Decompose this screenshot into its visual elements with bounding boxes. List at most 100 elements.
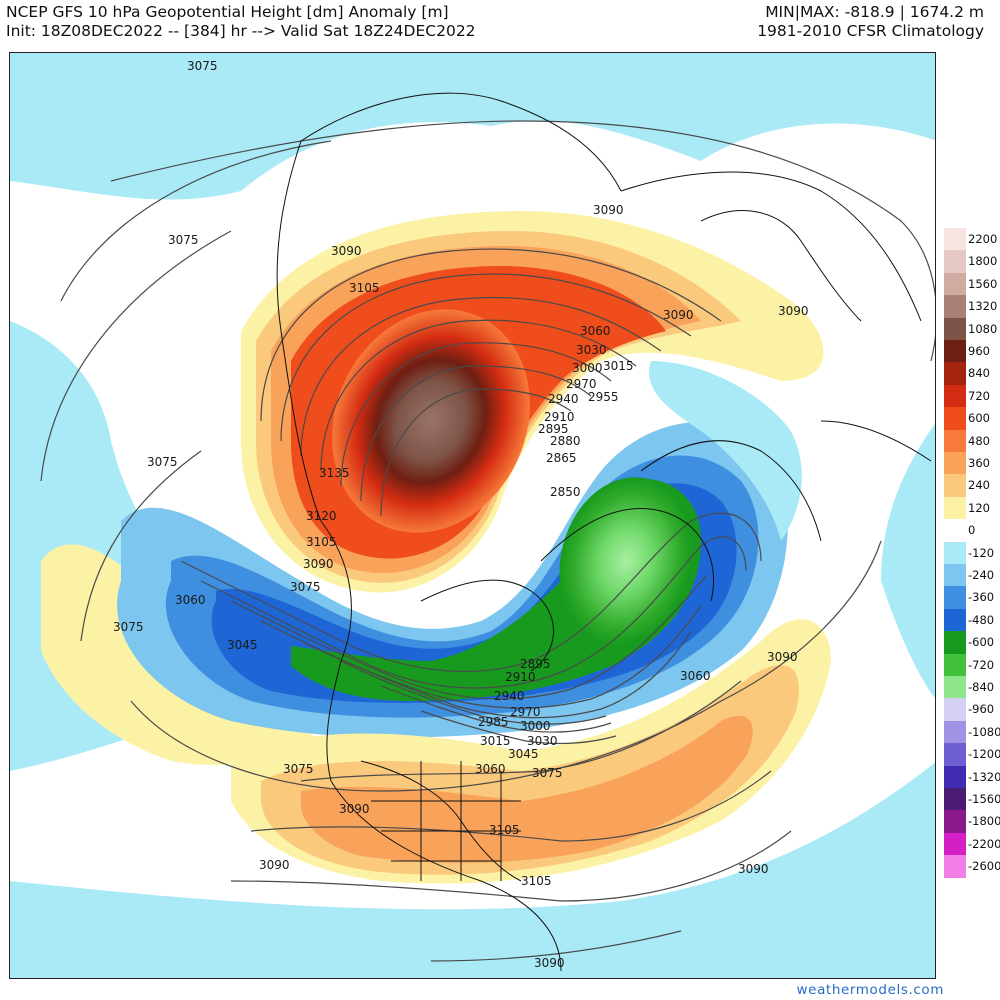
colorbar-label: -720 [968,657,995,672]
contour-label: 3060 [680,669,711,683]
colorbar-swatch [944,541,966,564]
contour-label: 3075 [532,766,563,780]
anomaly-fill-neg-120-bottom [10,762,935,978]
colorbar-swatch [944,407,966,430]
colorbar-label: -2600 [968,859,1000,874]
colorbar-label: -480 [968,612,995,627]
contour-label: 3075 [168,233,199,247]
colorbar-label: -1560 [968,792,1000,806]
colorbar-label: 1560 [968,276,998,291]
contour-label: 3045 [227,638,258,652]
contour-label: 2850 [550,485,581,499]
contour-label: 3090 [259,858,290,872]
colorbar-label: -120 [968,545,995,560]
contour-label: 2985 [478,715,509,729]
colorbar-swatch [944,295,966,318]
contour-label: 2940 [494,689,525,703]
map-panel[interactable]: 3075 3075 3075 3075 3090 3105 3090 3090 … [9,52,936,979]
contour-label: 3000 [520,719,551,733]
colorbar-label: -360 [968,590,995,605]
colorbar: 2200 1800 1560 1320 1080 960 840 720 600 480 360 24… [944,228,1000,973]
contour-label: 3105 [306,535,337,549]
colorbar-swatch [944,384,966,408]
colorbar-label: 120 [968,500,990,515]
anomaly-fill-pos-360-atlantic [301,715,753,863]
colorbar-swatch [944,765,966,788]
colorbar-label: 720 [968,388,990,403]
contour-label: 3105 [349,281,380,295]
colorbar-swatch [944,250,966,273]
contour-label: 3000 [572,361,603,375]
contour-label: 2865 [546,451,577,465]
contour-label: 3090 [339,802,370,816]
contour-labels: 3075 3075 3075 3075 3090 3105 3090 3090 … [113,59,809,970]
colorbar-swatch [944,429,966,452]
colorbar-label: 1320 [968,299,998,314]
colorbar-label: 0 [968,523,976,538]
contour-label: 3075 [187,59,218,73]
boundaries [276,92,932,972]
chart-title: NCEP GFS 10 hPa Geopotential Height [dm]… [6,3,449,21]
contour-label: 2955 [588,390,619,404]
colorbar-swatch [944,788,966,811]
colorbar-label: 240 [968,478,990,493]
colorbar-swatch [944,743,966,766]
contour-label: 3090 [778,304,809,318]
anomaly-fill-neg-720-core [559,477,693,645]
colorbar-swatch [944,452,966,475]
contour-label: 2940 [548,392,579,406]
colorbar-label: -240 [968,568,995,582]
colorbar-swatch [944,340,966,363]
colorbar-label: 360 [968,456,990,470]
contour-label: 3105 [521,874,552,888]
colorbar-swatch [944,720,966,744]
colorbar-label: 1080 [968,321,998,336]
contour-label: 3090 [663,308,694,322]
contour-label: 3015 [480,734,511,748]
contour-label: 3090 [593,203,624,217]
contour-label: 3105 [489,823,520,837]
contour-label: 2970 [566,377,597,391]
colorbar-label: -1320 [968,769,1000,784]
contour-label: 3060 [475,762,506,776]
anomaly-fill-pos-960-center [332,309,530,533]
contour-label: 3075 [113,620,144,634]
contour-label: 2880 [550,434,581,448]
header-right: MIN|MAX: -818.9 | 1674.2 m 1981-2010 CFS… [757,3,984,41]
contour-label: 3060 [175,593,206,607]
anomaly-map: 3075 3075 3075 3075 3090 3105 3090 3090 … [10,53,935,978]
contour-label: 3090 [767,650,798,664]
colorbar-label: -840 [968,680,995,694]
contour-label: 3075 [283,762,314,776]
contour-label: 3075 [290,580,321,594]
contour-label: 3090 [331,244,362,258]
contour-label: 3075 [147,455,178,469]
colorbar-swatch [944,474,966,497]
colorbar-swatch [944,698,966,721]
colorbar-label: 480 [968,433,990,448]
climatology-label: 1981-2010 CFSR Climatology [757,22,984,40]
colorbar-swatch [944,810,966,833]
contour-label: 3120 [306,509,337,523]
contour-label: 3015 [603,359,634,373]
contour-label: 2970 [510,705,541,719]
contour-label: 2895 [520,657,551,671]
colorbar-swatch [944,832,966,856]
colorbar-swatch [944,676,966,699]
colorbar-swatch [944,272,966,296]
contour-label: 3135 [319,466,350,480]
contour-label: 3090 [303,557,334,571]
colorbar-label: -1800 [968,814,1000,829]
contour-label: 3090 [738,862,769,876]
colorbar-label: 1800 [968,254,998,269]
colorbar-swatch [944,653,966,676]
colorbar-swatch [944,362,966,385]
init-valid-line: Init: 18Z08DEC2022 -- [384] hr --> Valid… [6,22,476,40]
colorbar-swatch [944,564,966,587]
colorbar-swatch [944,317,966,340]
credit-link[interactable]: weathermodels.com [796,982,944,998]
colorbar-label: 2200 [968,232,998,246]
contour-label: 3060 [580,324,611,338]
contour-label: 2910 [544,410,575,424]
contour-label: 2895 [538,422,569,436]
